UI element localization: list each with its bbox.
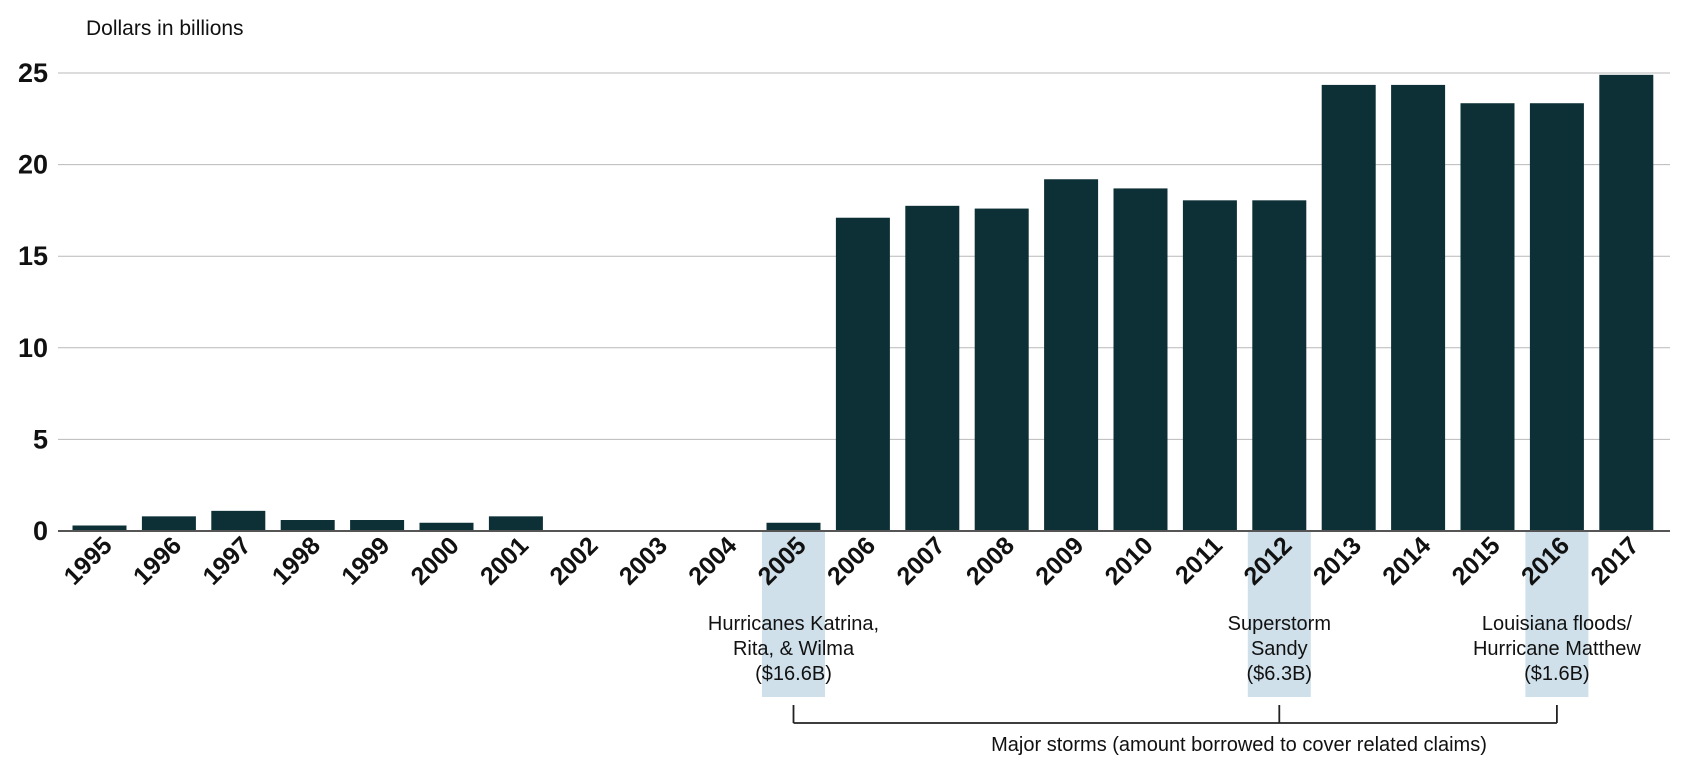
highlight-bands [762,531,1589,697]
x-tick-2003: 2003 [614,531,673,590]
highlight-band-2016 [1525,531,1589,697]
x-tick-2013: 2013 [1308,531,1367,590]
x-tick-1995: 1995 [59,531,118,590]
bar-2008 [974,208,1029,531]
bar-2005 [766,522,821,531]
y-tick-20: 20 [18,150,48,180]
highlight-note-2005-line-1: Hurricanes Katrina, [708,613,879,635]
x-tick-2006: 2006 [822,531,881,590]
x-tick-1998: 1998 [267,531,326,590]
highlight-note-2016-line-2: Hurricane Matthew [1473,638,1641,660]
bar-1999 [350,520,405,531]
y-tick-10: 10 [18,333,48,363]
bar-2014 [1391,84,1446,532]
highlight-note-2012-line-3: ($6.3B) [1247,663,1313,685]
x-tick-2009: 2009 [1030,531,1089,590]
highlight-note-2012-line-2: Sandy [1251,638,1308,660]
x-tick-1999: 1999 [336,531,395,590]
x-tick-1996: 1996 [128,531,187,590]
x-tick-2014: 2014 [1377,531,1436,590]
bar-2015 [1460,103,1515,531]
highlight-note-2012-line-1: Superstorm [1228,613,1331,635]
bar-2017 [1599,74,1654,531]
bar-2006 [835,217,890,531]
x-tick-2015: 2015 [1447,531,1506,590]
y-tick-25: 25 [18,58,48,88]
highlight-note-2016-line-1: Louisiana floods/ [1482,613,1633,635]
highlight-note-2005-line-3: ($16.6B) [755,663,832,685]
x-tick-1997: 1997 [197,531,256,590]
y-tick-labels: 0 5 10 15 20 25 [18,58,48,546]
bar-1995 [72,525,127,531]
highlight-band-2005 [762,531,825,697]
x-tick-2011: 2011 [1170,531,1228,589]
highlight-band-2012 [1247,531,1311,697]
major-storms-bracket [792,705,1558,724]
highlight-note-2016-line-3: ($1.6B) [1524,663,1590,685]
x-tick-2010: 2010 [1100,531,1159,590]
bar-2010 [1113,188,1168,531]
bars [72,74,1654,532]
bracket-label: Major storms (amount borrowed to cover r… [991,734,1487,756]
bar-2001 [488,516,543,531]
y-axis-label: Dollars in billions [86,17,244,40]
bar-2016 [1529,103,1584,531]
bar-1998 [280,520,335,531]
x-tick-2001: 2001 [475,531,534,590]
x-tick-2008: 2008 [961,531,1020,590]
x-tick-2002: 2002 [544,531,603,590]
y-tick-5: 5 [33,424,48,454]
bar-1996 [141,516,196,531]
bar-1997 [211,510,266,531]
x-tick-2007: 2007 [891,531,950,590]
x-tick-2017: 2017 [1585,531,1644,590]
bar-2009 [1044,179,1099,532]
bar-2012 [1252,200,1307,531]
bar-2011 [1182,200,1237,531]
x-tick-2000: 2000 [406,531,465,590]
bar-2000 [419,522,474,531]
x-tick-2004: 2004 [683,531,742,590]
highlight-annotations: Hurricanes Katrina, Rita, & Wilma ($16.6B)… [708,613,1641,685]
y-tick-0: 0 [33,516,48,546]
highlight-note-2005-line-2: Rita, & Wilma [733,638,855,660]
x-tick-labels: 1995 1996 1997 1998 1999 2000 2001 2002 2003 2004… [59,531,1645,590]
bar-2013 [1321,84,1376,532]
y-tick-15: 15 [18,241,48,271]
bar-2007 [905,205,960,531]
